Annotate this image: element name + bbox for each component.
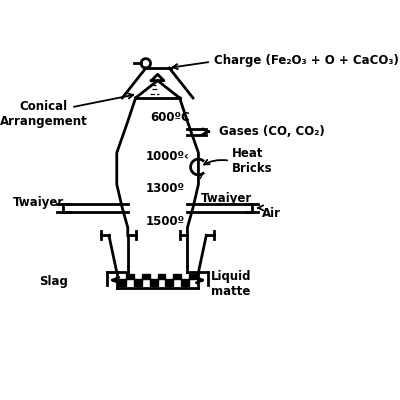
Bar (158, 274, 166, 278)
Bar (173, 274, 181, 278)
Bar (118, 278, 126, 286)
Text: Twaiyer: Twaiyer (12, 196, 64, 209)
Text: 1000º‹: 1000º‹ (146, 150, 190, 163)
Text: 600ºC: 600ºC (150, 111, 190, 124)
Bar (181, 278, 189, 286)
Bar (189, 274, 197, 278)
Text: Conical
Arrangement: Conical Arrangement (0, 100, 88, 128)
Text: Gases (CO, CO₂): Gases (CO, CO₂) (219, 125, 325, 138)
Text: Liquid
matte: Liquid matte (211, 270, 252, 298)
Text: Charge (Fe₂O₃ + O + CaCO₃): Charge (Fe₂O₃ + O + CaCO₃) (214, 54, 399, 67)
Text: Slag: Slag (40, 275, 68, 288)
Bar (150, 278, 158, 286)
Text: Twaiyer: Twaiyer (201, 192, 252, 205)
Text: Air: Air (262, 207, 281, 220)
Text: 1500º: 1500º (146, 215, 185, 228)
Bar (142, 274, 150, 278)
Text: 1300º: 1300º (146, 182, 185, 195)
Bar (166, 278, 173, 286)
Text: Heat
Bricks: Heat Bricks (232, 147, 273, 175)
Bar (126, 274, 134, 278)
Bar (134, 278, 142, 286)
